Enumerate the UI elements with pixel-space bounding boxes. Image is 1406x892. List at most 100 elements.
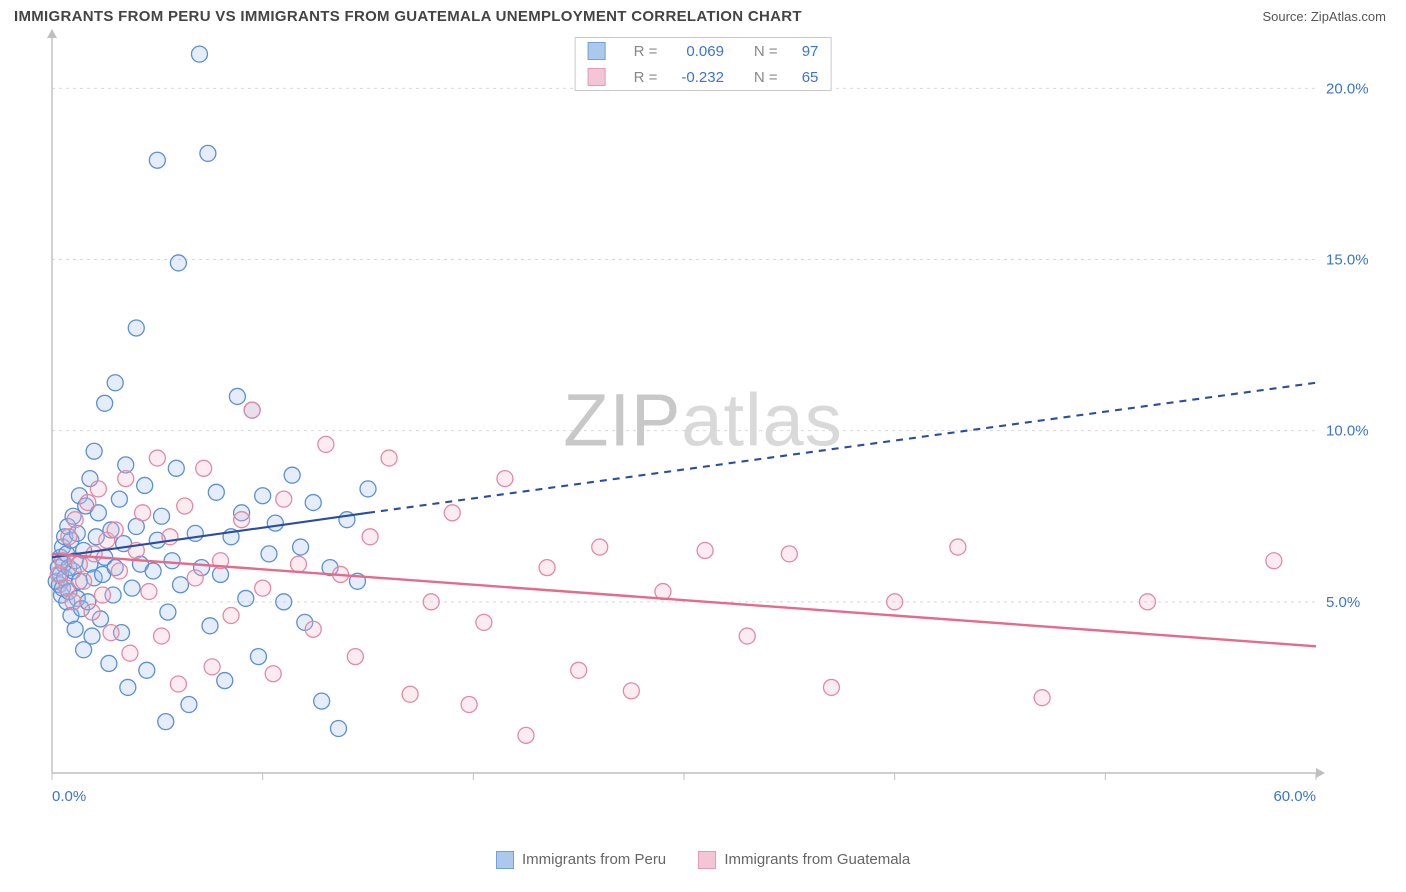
data-point bbox=[67, 512, 83, 528]
data-point bbox=[402, 686, 418, 702]
data-point bbox=[276, 491, 292, 507]
data-point bbox=[101, 655, 117, 671]
legend-item[interactable]: Immigrants from Peru bbox=[496, 851, 666, 868]
data-point bbox=[223, 608, 239, 624]
data-point bbox=[461, 697, 477, 713]
data-point bbox=[697, 542, 713, 558]
data-point bbox=[118, 471, 134, 487]
stats-row: R =0.069N =97 bbox=[576, 38, 831, 64]
stats-table: R =0.069N =97R =-0.232N =65 bbox=[576, 38, 831, 90]
data-point bbox=[518, 727, 534, 743]
y-tick-label: 10.0% bbox=[1326, 423, 1369, 440]
x-tick-label: 60.0% bbox=[1273, 788, 1316, 805]
data-point bbox=[86, 546, 102, 562]
data-point bbox=[571, 662, 587, 678]
data-point bbox=[265, 666, 281, 682]
source-prefix: Source: bbox=[1262, 9, 1310, 24]
data-point bbox=[154, 508, 170, 524]
data-point bbox=[173, 577, 189, 593]
chart-title: IMMIGRANTS FROM PERU VS IMMIGRANTS FROM … bbox=[14, 8, 802, 25]
data-point bbox=[539, 560, 555, 576]
data-point bbox=[191, 46, 207, 62]
data-point bbox=[149, 152, 165, 168]
data-point bbox=[362, 529, 378, 545]
data-point bbox=[65, 594, 81, 610]
data-point bbox=[250, 649, 266, 665]
data-point bbox=[95, 587, 111, 603]
legend-swatch-icon bbox=[588, 68, 606, 86]
source-link[interactable]: ZipAtlas.com bbox=[1311, 9, 1386, 24]
data-point bbox=[305, 621, 321, 637]
data-point bbox=[160, 604, 176, 620]
data-point bbox=[145, 563, 161, 579]
data-point bbox=[739, 628, 755, 644]
legend-label: Immigrants from Peru bbox=[522, 851, 666, 868]
data-point bbox=[331, 720, 347, 736]
data-point bbox=[217, 673, 233, 689]
data-point bbox=[128, 320, 144, 336]
data-point bbox=[158, 714, 174, 730]
data-point bbox=[234, 512, 250, 528]
data-point bbox=[887, 594, 903, 610]
data-point bbox=[84, 628, 100, 644]
data-point bbox=[135, 505, 151, 521]
data-point bbox=[196, 460, 212, 476]
data-point bbox=[107, 522, 123, 538]
source-attribution: Source: ZipAtlas.com bbox=[1262, 9, 1386, 24]
data-point bbox=[154, 628, 170, 644]
data-point bbox=[120, 679, 136, 695]
data-point bbox=[61, 529, 77, 545]
data-point bbox=[204, 659, 220, 675]
x-tick-label: 0.0% bbox=[52, 788, 86, 805]
data-point bbox=[950, 539, 966, 555]
data-point bbox=[592, 539, 608, 555]
data-point bbox=[111, 491, 127, 507]
data-point bbox=[255, 488, 271, 504]
data-point bbox=[86, 443, 102, 459]
data-point bbox=[823, 679, 839, 695]
data-point bbox=[623, 683, 639, 699]
data-point bbox=[208, 484, 224, 500]
data-point bbox=[90, 481, 106, 497]
data-point bbox=[255, 580, 271, 596]
data-point bbox=[177, 498, 193, 514]
data-point bbox=[181, 697, 197, 713]
data-point bbox=[276, 594, 292, 610]
legend-swatch-icon bbox=[496, 851, 514, 869]
data-point bbox=[103, 625, 119, 641]
data-point bbox=[139, 662, 155, 678]
data-point bbox=[290, 556, 306, 572]
y-tick-label: 5.0% bbox=[1326, 594, 1360, 611]
data-point bbox=[170, 255, 186, 271]
data-point bbox=[318, 436, 334, 452]
data-point bbox=[164, 553, 180, 569]
data-point bbox=[1034, 690, 1050, 706]
data-point bbox=[1139, 594, 1155, 610]
data-point bbox=[238, 590, 254, 606]
y-tick-label: 20.0% bbox=[1326, 80, 1369, 97]
data-point bbox=[202, 618, 218, 634]
data-point bbox=[107, 375, 123, 391]
data-point bbox=[267, 515, 283, 531]
data-point bbox=[423, 594, 439, 610]
data-point bbox=[137, 477, 153, 493]
stats-row: R =-0.232N =65 bbox=[576, 64, 831, 90]
legend-swatch-icon bbox=[698, 851, 716, 869]
data-point bbox=[781, 546, 797, 562]
data-point bbox=[168, 460, 184, 476]
data-point bbox=[149, 450, 165, 466]
data-point bbox=[124, 580, 140, 596]
scatter-chart: 5.0% 10.0% 15.0% 20.0% 0.0% 60.0% bbox=[46, 31, 1386, 821]
data-point bbox=[67, 621, 83, 637]
data-point bbox=[200, 145, 216, 161]
data-point bbox=[141, 584, 157, 600]
data-point bbox=[187, 570, 203, 586]
data-point bbox=[229, 388, 245, 404]
data-point bbox=[284, 467, 300, 483]
x-axis-arrow-icon bbox=[1316, 768, 1325, 778]
legend-item[interactable]: Immigrants from Guatemala bbox=[698, 851, 910, 868]
data-point bbox=[293, 539, 309, 555]
series-legend: Immigrants from Peru Immigrants from Gua… bbox=[0, 851, 1406, 869]
chart-area: Unemployment 5.0%10.0%15.0%20.0%0.0%60.0… bbox=[0, 29, 1406, 879]
y-tick-label: 15.0% bbox=[1326, 252, 1369, 269]
